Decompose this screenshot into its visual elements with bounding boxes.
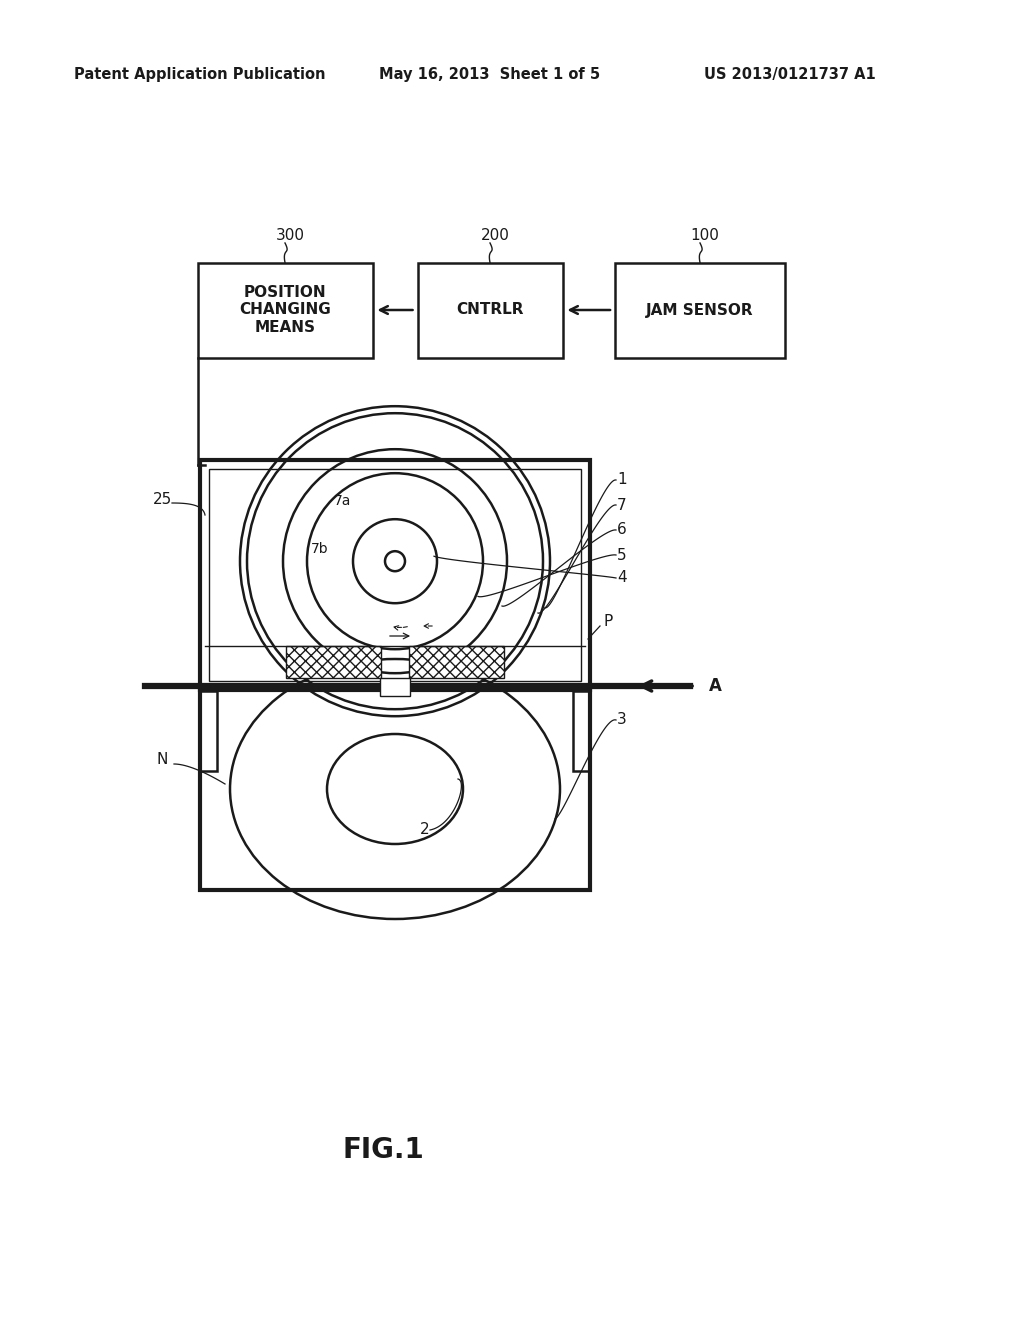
- Bar: [200, 690, 217, 771]
- Bar: [615, 263, 785, 358]
- Text: 4: 4: [617, 570, 627, 586]
- Bar: [573, 690, 590, 771]
- Text: 2: 2: [420, 822, 430, 837]
- Bar: [418, 263, 562, 358]
- Bar: [286, 645, 381, 678]
- Bar: [409, 645, 504, 678]
- Text: Patent Application Publication: Patent Application Publication: [75, 67, 326, 82]
- Text: May 16, 2013  Sheet 1 of 5: May 16, 2013 Sheet 1 of 5: [380, 67, 600, 82]
- Text: 7b: 7b: [311, 543, 329, 556]
- Text: A: A: [709, 677, 722, 696]
- Text: 6: 6: [617, 523, 627, 537]
- Bar: [198, 263, 373, 358]
- Text: N: N: [157, 751, 168, 767]
- Text: 300: 300: [275, 227, 304, 243]
- Text: CNTRLR: CNTRLR: [457, 302, 523, 318]
- Text: 100: 100: [690, 227, 720, 243]
- Text: 7a: 7a: [334, 494, 351, 508]
- Text: 7: 7: [617, 498, 627, 512]
- Bar: [200, 459, 590, 690]
- Text: JAM SENSOR: JAM SENSOR: [646, 302, 754, 318]
- Text: 200: 200: [480, 227, 509, 243]
- Text: 3: 3: [617, 713, 627, 727]
- Text: FIG.1: FIG.1: [342, 1137, 424, 1164]
- Text: POSITION
CHANGING
MEANS: POSITION CHANGING MEANS: [240, 285, 331, 335]
- Text: P: P: [603, 614, 612, 628]
- Text: 25: 25: [153, 492, 172, 507]
- Text: 1: 1: [617, 473, 627, 487]
- Bar: [200, 688, 590, 890]
- Bar: [380, 678, 410, 696]
- Text: US 2013/0121737 A1: US 2013/0121737 A1: [705, 67, 876, 82]
- Text: 5: 5: [617, 548, 627, 562]
- Bar: [209, 469, 581, 681]
